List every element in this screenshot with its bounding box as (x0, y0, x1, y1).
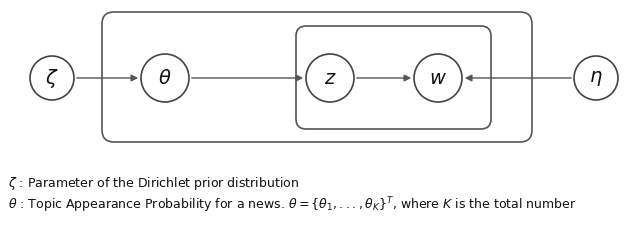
Text: $w$: $w$ (429, 68, 447, 87)
Text: $\zeta$ : Parameter of the Dirichlet prior distribution: $\zeta$ : Parameter of the Dirichlet pri… (8, 175, 299, 192)
Text: $\theta$ : Topic Appearance Probability for a news. $\theta = \{\theta_1, ..., \: $\theta$ : Topic Appearance Probability … (8, 195, 577, 214)
Text: $z$: $z$ (324, 68, 337, 87)
Text: $\zeta$: $\zeta$ (45, 67, 59, 90)
Ellipse shape (141, 54, 189, 102)
Ellipse shape (414, 54, 462, 102)
Text: $\theta$: $\theta$ (158, 68, 172, 87)
Text: $\eta$: $\eta$ (589, 68, 603, 87)
Ellipse shape (306, 54, 354, 102)
Ellipse shape (30, 56, 74, 100)
Ellipse shape (574, 56, 618, 100)
